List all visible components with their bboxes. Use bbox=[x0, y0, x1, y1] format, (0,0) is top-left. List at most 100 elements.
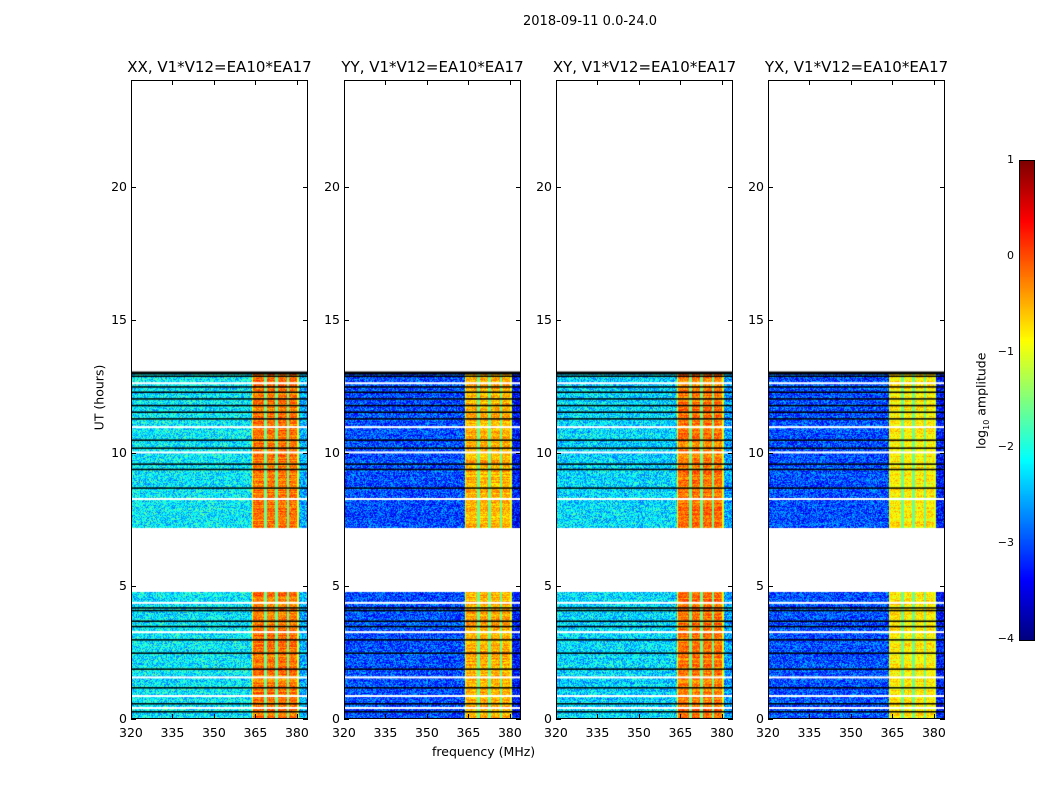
panel-title: XX, V1*V12=EA10*EA17 bbox=[127, 58, 312, 76]
panel-1: YY, V1*V12=EA10*EA17 320 335 350 365 380 0 5 10 1… bbox=[324, 58, 524, 740]
x-tick bbox=[933, 714, 935, 719]
y-tick-label: 5 bbox=[332, 577, 340, 593]
x-tick bbox=[556, 80, 557, 85]
x-tick-label: 365 bbox=[243, 725, 268, 740]
x-tick bbox=[255, 80, 257, 85]
colorbar-tick-label: −1 bbox=[997, 344, 1014, 358]
panel-2: XY, V1*V12=EA10*EA17 320 335 350 365 380 0 5 10 1… bbox=[536, 58, 736, 740]
y-tick bbox=[516, 186, 521, 188]
y-tick bbox=[556, 585, 561, 587]
x-tick-label: 380 bbox=[921, 725, 946, 740]
x-tick bbox=[172, 80, 174, 85]
y-tick bbox=[556, 452, 561, 454]
y-axis-label: UT (hours) bbox=[91, 364, 107, 431]
axes-frame bbox=[344, 80, 521, 719]
axes-frame bbox=[556, 80, 733, 719]
panel-title: XY, V1*V12=EA10*EA17 bbox=[552, 58, 737, 76]
x-tick bbox=[296, 80, 298, 85]
colorbar-tick-label: −2 bbox=[997, 440, 1014, 454]
x-tick bbox=[213, 80, 215, 85]
axes-frame bbox=[131, 80, 308, 719]
x-tick bbox=[933, 80, 935, 85]
x-tick bbox=[892, 714, 894, 719]
y-tick bbox=[728, 186, 733, 188]
y-tick bbox=[768, 452, 773, 454]
spectrogram-heatmap bbox=[768, 80, 945, 719]
spectrogram-heatmap bbox=[131, 80, 308, 719]
x-tick-label: 320 bbox=[119, 725, 143, 740]
x-tick bbox=[680, 80, 682, 85]
y-tick-label: 20 bbox=[324, 178, 340, 194]
y-tick bbox=[303, 719, 308, 720]
x-tick-label: 380 bbox=[284, 725, 309, 740]
y-tick bbox=[131, 452, 136, 454]
y-tick bbox=[728, 319, 733, 321]
y-tick-label: 5 bbox=[544, 577, 552, 593]
x-tick bbox=[131, 714, 132, 719]
y-tick-label: 0 bbox=[332, 711, 340, 726]
x-tick bbox=[809, 80, 811, 85]
y-tick bbox=[516, 585, 521, 587]
x-tick-label: 365 bbox=[668, 725, 693, 740]
y-tick bbox=[131, 186, 136, 188]
y-tick bbox=[768, 719, 773, 720]
x-tick-label: 335 bbox=[160, 725, 185, 740]
y-tick-label: 5 bbox=[756, 577, 764, 593]
x-tick-label: 320 bbox=[332, 725, 356, 740]
y-tick-label: 15 bbox=[748, 311, 764, 327]
x-tick bbox=[213, 714, 215, 719]
x-tick bbox=[296, 714, 298, 719]
x-tick-label: 320 bbox=[756, 725, 780, 740]
y-tick bbox=[940, 585, 945, 587]
x-tick-label: 350 bbox=[626, 725, 651, 740]
y-tick-label: 5 bbox=[119, 577, 127, 593]
x-axis-label: frequency (MHz) bbox=[432, 744, 536, 759]
y-tick bbox=[940, 452, 945, 454]
y-tick bbox=[768, 186, 773, 188]
x-tick bbox=[131, 80, 132, 85]
x-tick bbox=[721, 80, 723, 85]
x-tick bbox=[172, 714, 174, 719]
y-tick bbox=[344, 186, 349, 188]
y-tick bbox=[131, 319, 136, 321]
y-tick bbox=[728, 452, 733, 454]
y-tick bbox=[516, 719, 521, 720]
x-tick bbox=[768, 714, 769, 719]
y-tick bbox=[940, 319, 945, 321]
x-tick-label: 380 bbox=[709, 725, 734, 740]
x-tick-label: 320 bbox=[544, 725, 568, 740]
x-tick-label: 350 bbox=[414, 725, 439, 740]
y-tick bbox=[556, 186, 561, 188]
x-tick bbox=[509, 714, 511, 719]
x-tick bbox=[385, 80, 387, 85]
x-tick bbox=[385, 714, 387, 719]
colorbar-tick-label: 0 bbox=[1007, 248, 1014, 262]
x-tick bbox=[680, 714, 682, 719]
y-tick bbox=[303, 585, 308, 587]
x-tick bbox=[556, 714, 557, 719]
y-tick bbox=[940, 719, 945, 720]
spectrogram-heatmap bbox=[344, 80, 521, 719]
panel-3: YX, V1*V12=EA10*EA17 320 335 350 365 380 0 5 10 1… bbox=[748, 58, 948, 740]
y-tick bbox=[344, 585, 349, 587]
x-tick bbox=[426, 714, 428, 719]
y-tick bbox=[768, 585, 773, 587]
y-tick-label: 10 bbox=[111, 444, 127, 460]
y-tick-label: 15 bbox=[111, 311, 127, 327]
x-tick bbox=[344, 80, 345, 85]
panel-title: YX, V1*V12=EA10*EA17 bbox=[764, 58, 949, 76]
x-tick bbox=[809, 714, 811, 719]
y-tick-label: 20 bbox=[536, 178, 552, 194]
y-tick bbox=[131, 719, 136, 720]
x-tick bbox=[509, 80, 511, 85]
x-tick-label: 335 bbox=[585, 725, 610, 740]
x-tick bbox=[721, 714, 723, 719]
x-tick bbox=[850, 714, 852, 719]
x-tick bbox=[426, 80, 428, 85]
x-tick-label: 350 bbox=[201, 725, 226, 740]
y-tick bbox=[303, 452, 308, 454]
y-tick bbox=[131, 585, 136, 587]
x-tick bbox=[468, 714, 470, 719]
x-tick-label: 335 bbox=[373, 725, 398, 740]
